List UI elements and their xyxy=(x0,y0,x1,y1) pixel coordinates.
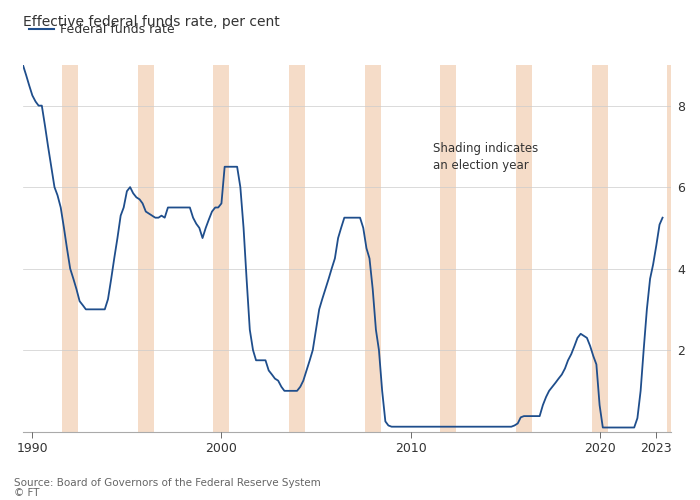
Text: Source: Board of Governors of the Federal Reserve System: Source: Board of Governors of the Federa… xyxy=(14,478,321,488)
Text: Effective federal funds rate, per cent: Effective federal funds rate, per cent xyxy=(23,15,280,29)
Bar xyxy=(138,65,154,432)
Bar xyxy=(365,65,381,432)
Text: Shading indicates
an election year: Shading indicates an election year xyxy=(433,142,538,172)
Legend: Federal funds rate: Federal funds rate xyxy=(29,24,175,36)
Bar xyxy=(62,65,78,432)
Bar xyxy=(289,65,305,432)
Bar xyxy=(592,65,608,432)
Bar xyxy=(214,65,230,432)
Bar xyxy=(440,65,456,432)
Bar xyxy=(516,65,532,432)
Text: © FT: © FT xyxy=(14,488,39,498)
Bar xyxy=(667,65,683,432)
